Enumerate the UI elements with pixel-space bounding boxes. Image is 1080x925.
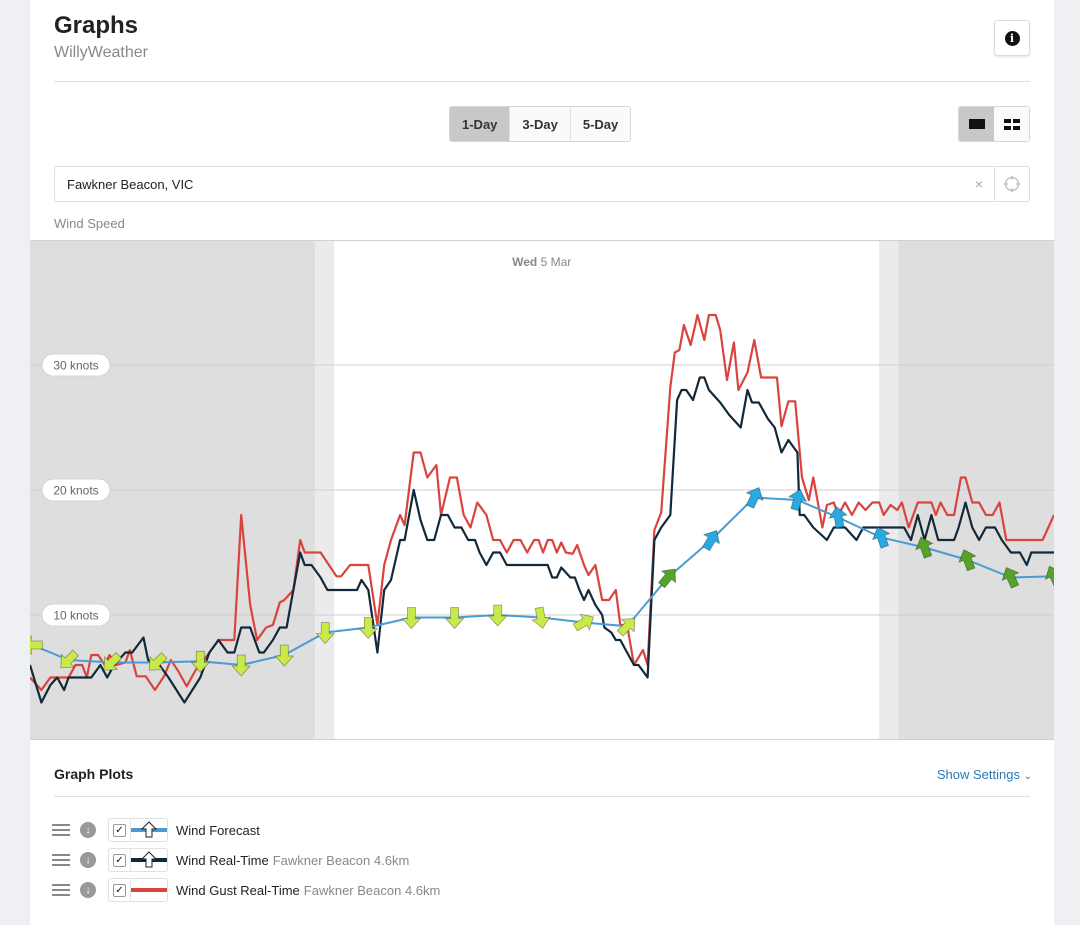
wind-direction-arrow-icon: [787, 488, 808, 512]
y-tick-label: 20 knots: [53, 484, 98, 498]
y-tick-pill: [41, 603, 111, 627]
y-tick-label: 10 knots: [53, 609, 98, 623]
plot-checkbox[interactable]: ✓: [109, 849, 131, 871]
single-view-icon: [968, 119, 985, 129]
download-icon[interactable]: ↓: [80, 852, 96, 868]
wind-direction-arrow-icon: [915, 536, 934, 559]
show-settings-label: Show Settings: [936, 767, 1020, 782]
location-search: ×: [54, 166, 1030, 202]
y-tick-pill: [41, 478, 111, 502]
wind-direction-arrow-icon: [30, 635, 43, 655]
wind-direction-arrow-icon: [828, 506, 848, 529]
wind-direction-arrow-icon: [103, 652, 123, 671]
drag-handle-icon[interactable]: [52, 824, 70, 836]
page-subtitle: WillyWeather: [54, 44, 148, 61]
wind-direction-arrow-icon: [60, 649, 80, 669]
wind-direction-arrow-icon: [572, 613, 595, 632]
grid-view-button[interactable]: [994, 107, 1029, 141]
grid-view-icon: [1003, 118, 1020, 130]
range-tabs: 1-Day 3-Day 5-Day: [449, 106, 632, 142]
drag-handle-icon[interactable]: [52, 884, 70, 896]
drag-handle-icon[interactable]: [52, 854, 70, 866]
day-label: Wed 5 Mar: [512, 255, 571, 269]
tab-3-day[interactable]: 3-Day: [509, 107, 570, 141]
plot-item-wind-real-time: ↓ ✓ Wind Real-Time Fawkner Beacon 4.6km: [52, 847, 409, 873]
wind-speed-chart: Wed 5 Mar 10 knots 20 knots 30 knots: [30, 240, 1054, 740]
line-swatch-icon: [131, 888, 167, 892]
clear-icon[interactable]: ×: [974, 176, 984, 192]
plot-source: Fawkner Beacon 4.6km: [272, 852, 410, 868]
plot-item-wind-gust-real-time: ↓ ✓ Wind Gust Real-Time Fawkner Beacon 4…: [52, 877, 440, 903]
show-settings-link[interactable]: Show Settings ⌄: [937, 767, 1032, 782]
divider: [54, 81, 1030, 82]
wind-direction-arrow-icon: [1044, 565, 1054, 588]
plot-name: Wind Gust Real-Time: [176, 882, 300, 898]
crosshair-icon: [1004, 176, 1020, 192]
download-icon[interactable]: ↓: [80, 882, 96, 898]
wind-direction-arrow-icon: [487, 604, 508, 627]
plot-checkbox[interactable]: ✓: [109, 879, 131, 901]
wind-direction-arrow-icon: [444, 607, 465, 630]
wind-direction-arrow-icon: [1001, 566, 1020, 589]
divider: [54, 796, 1030, 797]
view-toggle: [958, 106, 1030, 142]
wind-direction-arrow-icon: [616, 618, 636, 637]
page-title: Graphs: [54, 12, 139, 39]
info-button[interactable]: i: [994, 20, 1030, 56]
series-line-wind-real-time: [30, 376, 1054, 704]
locate-button[interactable]: [994, 167, 1029, 201]
wind-direction-arrow-icon: [358, 617, 379, 640]
plot-name: Wind Forecast: [176, 822, 260, 838]
tab-5-day[interactable]: 5-Day: [569, 107, 631, 141]
wind-direction-arrow-icon: [871, 526, 891, 549]
wind-direction-arrow-icon: [702, 529, 721, 552]
wind-direction-arrow-icon: [958, 549, 977, 572]
single-view-button[interactable]: [959, 107, 994, 141]
plot-legend: ✓: [108, 878, 168, 902]
y-tick-pill: [41, 353, 111, 377]
download-icon[interactable]: ↓: [80, 822, 96, 838]
plot-name: Wind Real-Time: [176, 852, 269, 868]
plot-source: Fawkner Beacon 4.6km: [303, 882, 441, 898]
wind-direction-arrow-icon: [657, 568, 676, 589]
graph-plots-title: Graph Plots: [54, 766, 134, 782]
wind-direction-arrow-icon: [315, 622, 336, 645]
info-icon: i: [1004, 30, 1020, 46]
wind-direction-arrow-icon: [745, 486, 764, 509]
wind-direction-arrow-icon: [148, 652, 168, 671]
wind-direction-arrow-icon: [231, 654, 252, 677]
wind-direction-arrow-icon: [401, 607, 422, 630]
graphs-panel: Graphs WillyWeather i 1-Day 3-Day 5-Day …: [30, 0, 1054, 925]
arrow-line-swatch-icon: [131, 851, 167, 868]
wind-direction-arrow-icon: [274, 644, 295, 667]
plot-legend: ✓: [108, 848, 168, 872]
wind-direction-arrow-icon: [531, 606, 551, 629]
arrow-line-swatch-icon: [131, 821, 167, 838]
plot-checkbox[interactable]: ✓: [109, 819, 131, 841]
chevron-down-icon: ⌄: [1023, 771, 1032, 782]
graph-label: Wind Speed: [54, 216, 125, 231]
wind-direction-arrow-icon: [190, 650, 211, 673]
tab-1-day[interactable]: 1-Day: [450, 107, 510, 141]
plot-item-wind-forecast: ↓ ✓ Wind Forecast: [52, 817, 260, 843]
plot-legend: ✓: [108, 818, 168, 842]
location-input[interactable]: [55, 176, 964, 192]
y-tick-label: 30 knots: [53, 359, 98, 373]
